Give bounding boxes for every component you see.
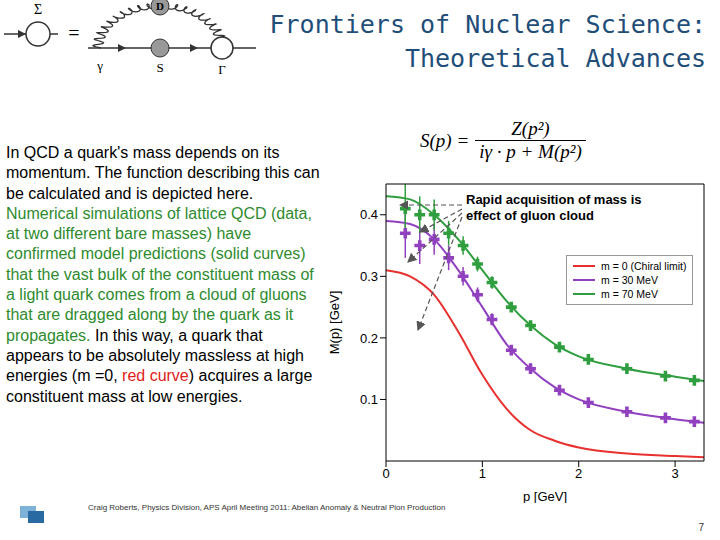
html-text:7: 7 — [698, 522, 704, 533]
svg-text:2: 2 — [575, 466, 582, 481]
html-text:m = 30 MeV: m = 30 MeV — [601, 274, 658, 286]
html-text:S(p) =: S(p) = — [420, 129, 470, 151]
svg-text:0.1: 0.1 — [360, 392, 378, 407]
html-text:iγ · p + M(p²): iγ · p + M(p²) — [479, 141, 582, 162]
svg-text:1: 1 — [479, 466, 486, 481]
svg-text:D: D — [156, 0, 164, 12]
html-text:Frontiers of Nuclear Science:: Frontiers of Nuclear Science: — [269, 10, 706, 39]
svg-text:p [GeV]: p [GeV] — [523, 489, 567, 503]
svg-text:3: 3 — [671, 466, 678, 481]
svg-text:0: 0 — [382, 466, 389, 481]
html-text:Theoretical Advances: Theoretical Advances — [405, 44, 706, 73]
html-text:m = 0 (Chiral limit): m = 0 (Chiral limit) — [601, 260, 687, 272]
svg-text:γ: γ — [96, 58, 103, 73]
svg-text:0.4: 0.4 — [360, 207, 378, 222]
html-text:Craig Roberts, Physics Divisio: Craig Roberts, Physics Division, APS Apr… — [88, 503, 446, 512]
html-text:Z(p²): Z(p²) — [511, 118, 550, 139]
svg-text:=: = — [68, 22, 79, 44]
svg-text:M(p) [GeV]: M(p) [GeV] — [328, 291, 342, 355]
html-text:m = 70 MeV: m = 70 MeV — [601, 288, 658, 300]
svg-text:Γ: Γ — [218, 62, 226, 77]
html-text:In QCD a quark's mass depends: In QCD a quark's mass depends on its mom… — [6, 144, 320, 202]
svg-text:0.2: 0.2 — [360, 331, 378, 346]
html-text:Rapid acquisition of mass is: Rapid acquisition of mass is — [466, 192, 642, 207]
html-text:effect of gluon cloud: effect of gluon cloud — [466, 208, 594, 223]
svg-text:S: S — [156, 60, 163, 75]
html-text:Numerical simulations of latti: Numerical simulations of lattice QCD (da… — [6, 204, 314, 405]
svg-text:0.3: 0.3 — [360, 269, 378, 284]
svg-text:Σ: Σ — [34, 2, 42, 17]
